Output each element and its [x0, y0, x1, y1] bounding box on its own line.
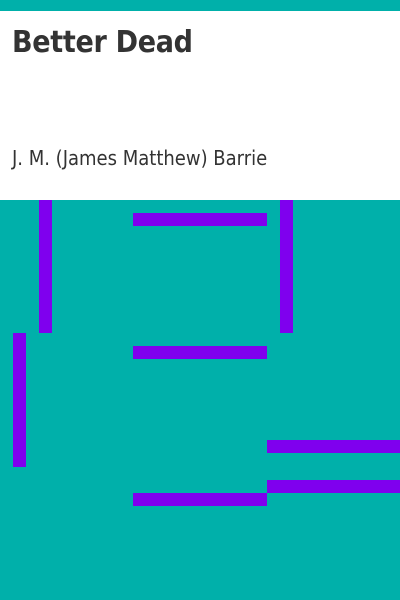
book-author: J. M. (James Matthew) Barrie: [12, 146, 268, 170]
top-band: [0, 0, 400, 11]
decorative-bar: [267, 440, 400, 453]
decorative-bar: [39, 200, 52, 333]
book-title: Better Dead: [12, 25, 193, 60]
decorative-bar: [133, 493, 267, 506]
decorative-bar: [133, 213, 267, 226]
title-panel: Better Dead J. M. (James Matthew) Barrie: [0, 11, 400, 200]
decorative-bar: [280, 200, 293, 333]
decorative-bar: [267, 480, 400, 493]
decorative-bar: [13, 333, 26, 467]
decorative-bar: [133, 346, 267, 359]
